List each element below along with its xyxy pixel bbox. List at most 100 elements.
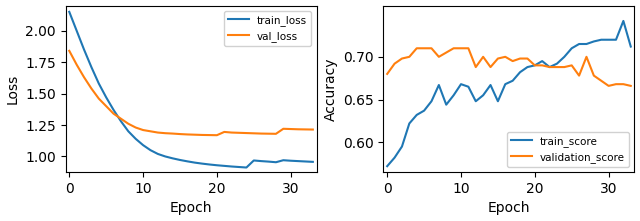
val_loss: [109, 112, 117, 115]
validation_score: [531, 64, 539, 67]
validation_score: [605, 85, 612, 87]
val_loss: [117, 117, 125, 120]
train_score: [509, 79, 516, 82]
train_score: [428, 100, 435, 103]
validation_score: [457, 47, 465, 50]
train_loss: [65, 11, 73, 13]
val_loss: [213, 134, 221, 137]
train_loss: [272, 161, 280, 164]
val_loss: [257, 132, 265, 135]
validation_score: [391, 62, 399, 65]
validation_score: [406, 55, 413, 58]
val_loss: [176, 133, 184, 135]
val_loss: [265, 132, 273, 135]
validation_score: [582, 55, 590, 58]
train_score: [442, 103, 450, 106]
train_loss: [235, 166, 243, 168]
train_score: [450, 94, 458, 97]
val_loss: [228, 131, 236, 134]
train_loss: [80, 48, 88, 51]
val_loss: [280, 128, 287, 130]
train_loss: [147, 149, 154, 151]
validation_score: [450, 47, 458, 50]
train_loss: [73, 29, 81, 32]
Legend: train_score, validation_score: train_score, validation_score: [507, 131, 629, 167]
train_loss: [265, 160, 273, 163]
train_score: [575, 43, 583, 45]
train_score: [538, 60, 546, 62]
validation_score: [620, 83, 627, 86]
Legend: train_loss, val_loss: train_loss, val_loss: [224, 11, 311, 46]
train_score: [465, 85, 472, 88]
Line: validation_score: validation_score: [387, 48, 631, 86]
train_score: [516, 71, 524, 74]
train_loss: [169, 157, 177, 160]
train_score: [597, 38, 605, 41]
train_loss: [301, 160, 309, 163]
val_loss: [198, 134, 206, 136]
train_score: [383, 165, 391, 168]
train_loss: [250, 159, 258, 162]
train_score: [413, 114, 420, 116]
Y-axis label: Accuracy: Accuracy: [323, 57, 337, 121]
val_loss: [73, 63, 81, 66]
val_loss: [272, 132, 280, 135]
train_score: [479, 94, 487, 97]
val_loss: [154, 131, 162, 134]
train_loss: [205, 163, 213, 166]
val_loss: [220, 131, 228, 133]
validation_score: [413, 47, 420, 50]
validation_score: [472, 66, 479, 69]
Y-axis label: Loss: Loss: [6, 74, 20, 104]
val_loss: [147, 130, 154, 133]
val_loss: [95, 97, 102, 100]
train_score: [553, 62, 561, 65]
train_score: [582, 43, 590, 45]
val_loss: [235, 131, 243, 134]
validation_score: [494, 57, 502, 60]
train_loss: [132, 137, 140, 140]
train_loss: [109, 109, 117, 111]
train_loss: [243, 166, 250, 169]
val_loss: [301, 128, 309, 131]
val_loss: [169, 132, 177, 135]
val_loss: [80, 76, 88, 78]
validation_score: [486, 66, 494, 69]
val_loss: [132, 126, 140, 129]
train_loss: [191, 161, 198, 164]
train_score: [457, 83, 465, 86]
Line: train_loss: train_loss: [69, 12, 313, 168]
X-axis label: Epoch: Epoch: [170, 202, 212, 215]
train_loss: [228, 165, 236, 168]
train_score: [494, 100, 502, 103]
validation_score: [612, 83, 620, 86]
validation_score: [516, 57, 524, 60]
train_loss: [124, 130, 132, 133]
validation_score: [590, 74, 598, 77]
train_score: [620, 20, 627, 22]
val_loss: [65, 50, 73, 52]
val_loss: [191, 133, 198, 136]
validation_score: [479, 55, 487, 58]
train_score: [546, 66, 554, 69]
val_loss: [294, 128, 302, 131]
train_score: [406, 122, 413, 125]
validation_score: [538, 64, 546, 67]
validation_score: [568, 64, 575, 67]
validation_score: [465, 47, 472, 50]
X-axis label: Epoch: Epoch: [488, 202, 530, 215]
train_loss: [257, 160, 265, 162]
validation_score: [509, 60, 516, 62]
train_score: [531, 64, 539, 67]
validation_score: [428, 47, 435, 50]
train_score: [420, 109, 428, 112]
validation_score: [442, 51, 450, 54]
Line: val_loss: val_loss: [69, 51, 313, 135]
validation_score: [524, 57, 531, 60]
validation_score: [420, 47, 428, 50]
train_loss: [198, 162, 206, 165]
train_score: [627, 45, 635, 48]
train_score: [605, 38, 612, 41]
validation_score: [546, 66, 554, 69]
validation_score: [502, 55, 509, 58]
